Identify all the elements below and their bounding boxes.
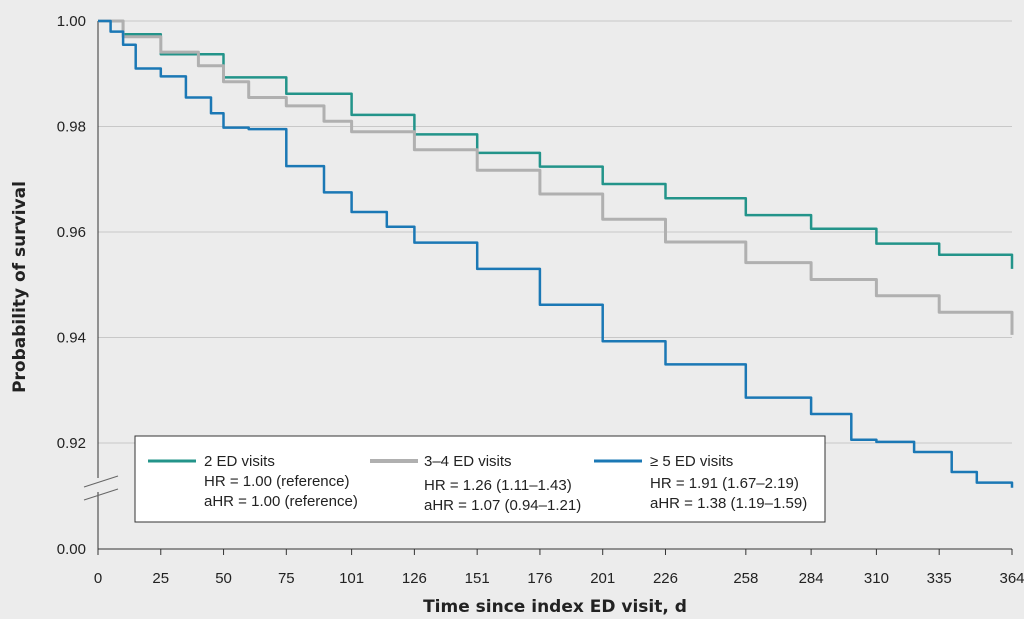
gridlines <box>98 20 1012 444</box>
legend-hr-1: HR = 1.00 (reference) <box>204 473 349 490</box>
x-tick-label-2: 50 <box>215 570 232 587</box>
legend-label-3: ≥ 5 ED visits <box>650 453 733 470</box>
x-tick-label-12: 310 <box>864 570 889 587</box>
tick-labels: 0.00 0.92 0.94 0.96 0.98 1.00 0 25 50 75 101 126 151… <box>57 13 1024 587</box>
x-tick-label-7: 176 <box>527 570 552 587</box>
legend-hr-2: HR = 1.26 (1.11–1.43) <box>424 477 572 494</box>
x-axis-title: Time since index ED visit, d <box>423 597 687 617</box>
x-tick-label-5: 126 <box>402 570 427 587</box>
x-tick-label-9: 226 <box>653 570 678 587</box>
x-tick-label-0: 0 <box>94 570 102 587</box>
legend-ahr-2: aHR = 1.07 (0.94–1.21) <box>424 497 581 514</box>
y-tick-label-4: 0.98 <box>57 119 86 136</box>
x-tick-label-6: 151 <box>465 570 490 587</box>
series-line-1 <box>98 19 1014 269</box>
x-tick-label-14: 364 <box>999 570 1024 587</box>
y-tick-label-2: 0.94 <box>57 330 86 347</box>
legend: 2 ED visits HR = 1.00 (reference) aHR = … <box>134 435 826 523</box>
series-line-3 <box>98 19 1014 488</box>
x-tick-label-3: 75 <box>278 570 295 587</box>
legend-ahr-1: aHR = 1.00 (reference) <box>204 493 358 510</box>
y-tick-label-5: 1.00 <box>57 13 86 30</box>
legend-label-1: 2 ED visits <box>204 453 275 470</box>
legend-hr-3: HR = 1.91 (1.67–2.19) <box>650 475 799 492</box>
series-line-2 <box>98 19 1014 335</box>
y-tick-label-1: 0.92 <box>57 435 86 452</box>
legend-ahr-3: aHR = 1.38 (1.19–1.59) <box>650 495 807 512</box>
x-tick-label-4: 101 <box>339 570 364 587</box>
x-tick-label-1: 25 <box>152 570 169 587</box>
axis-break-mark-2 <box>83 488 119 501</box>
x-tick-label-8: 201 <box>590 570 615 587</box>
axis-break-gap <box>80 478 120 492</box>
axis-break-mark-1 <box>83 475 119 488</box>
y-axis-title: Probability of survival <box>10 181 30 393</box>
y-tick-label-3: 0.96 <box>57 224 86 241</box>
x-tick-label-11: 284 <box>799 570 824 587</box>
x-tick-label-10: 258 <box>733 570 758 587</box>
legend-box <box>134 435 826 523</box>
y-tick-label-0: 0.00 <box>57 541 86 558</box>
series-lines <box>98 19 1014 488</box>
x-tick-label-13: 335 <box>927 570 952 587</box>
axes <box>80 21 1013 555</box>
legend-label-2: 3–4 ED visits <box>424 453 512 470</box>
